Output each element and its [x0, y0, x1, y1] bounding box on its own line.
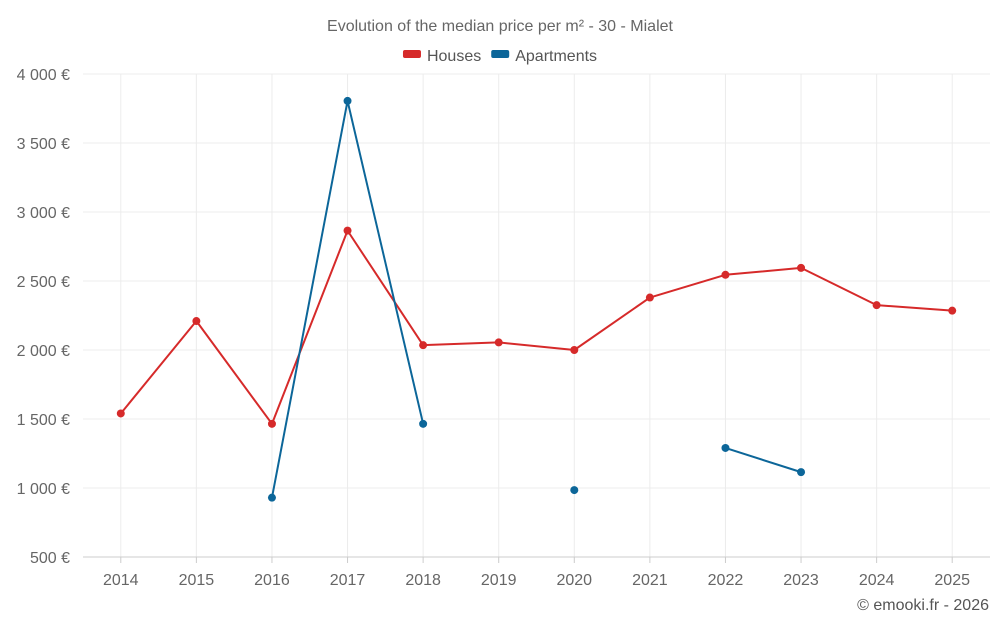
data-point[interactable] — [267, 493, 276, 502]
data-point[interactable] — [797, 468, 806, 477]
data-point[interactable] — [267, 419, 276, 428]
data-point[interactable] — [343, 96, 352, 105]
x-tick-label: 2025 — [934, 572, 970, 589]
data-point[interactable] — [116, 409, 125, 418]
data-point[interactable] — [570, 486, 579, 495]
legend-swatch — [402, 50, 421, 58]
series-line — [725, 447, 802, 474]
x-tick-label: 2016 — [254, 572, 290, 589]
legend-label: Houses — [427, 48, 481, 65]
x-tick-label: 2020 — [556, 572, 592, 589]
y-tick-label: 3 000 € — [17, 205, 70, 222]
x-tick-label: 2018 — [405, 572, 441, 589]
legend-item-houses[interactable]: Houses — [402, 48, 481, 65]
x-axis: 2014 2015 2016 2017 2018 2019 2020 2021 2022 2023… — [83, 556, 990, 589]
data-point[interactable] — [872, 301, 881, 310]
data-point[interactable] — [343, 226, 352, 235]
x-tick-label: 2015 — [179, 572, 215, 589]
series-line — [120, 229, 953, 425]
data-point[interactable] — [721, 270, 730, 279]
data-point[interactable] — [419, 419, 428, 428]
x-tick-label: 2014 — [103, 572, 139, 589]
series-apartments — [267, 96, 806, 502]
legend-item-apartments[interactable]: Apartments — [491, 48, 597, 65]
y-tick-label: 500 € — [30, 550, 70, 567]
legend-label: Apartments — [515, 48, 597, 65]
x-tick-label: 2017 — [330, 572, 366, 589]
y-tick-label: 2 000 € — [17, 343, 70, 360]
data-point[interactable] — [494, 338, 503, 347]
data-point[interactable] — [419, 341, 428, 350]
x-tick-label: 2019 — [481, 572, 517, 589]
grid — [83, 73, 990, 557]
data-point[interactable] — [570, 346, 579, 354]
y-tick-label: 1 500 € — [17, 412, 70, 429]
data-point[interactable] — [192, 317, 201, 326]
series-houses — [116, 226, 957, 428]
data-point[interactable] — [721, 443, 730, 452]
y-tick-label: 2 500 € — [17, 274, 70, 291]
y-tick-label: 4 000 € — [17, 67, 70, 84]
x-tick-label: 2024 — [859, 572, 895, 589]
series-group — [116, 96, 957, 502]
legend: Houses Apartments — [402, 48, 597, 65]
x-tick-label: 2023 — [783, 572, 819, 589]
y-axis: 500 € 1 000 € 1 500 € 2 000 € 2 500 € 3 000 €… — [17, 67, 70, 567]
y-tick-label: 1 000 € — [17, 481, 70, 498]
x-tick-label: 2021 — [632, 572, 668, 589]
y-tick-label: 3 500 € — [17, 136, 70, 153]
data-point[interactable] — [948, 306, 957, 315]
x-tick-label: 2022 — [708, 572, 744, 589]
chart-title: Evolution of the median price per m² - 3… — [327, 18, 673, 35]
legend-swatch — [491, 50, 510, 58]
data-point[interactable] — [645, 293, 654, 302]
copyright-footer: © emooki.fr - 2026 — [857, 597, 989, 614]
data-point[interactable] — [797, 263, 806, 272]
